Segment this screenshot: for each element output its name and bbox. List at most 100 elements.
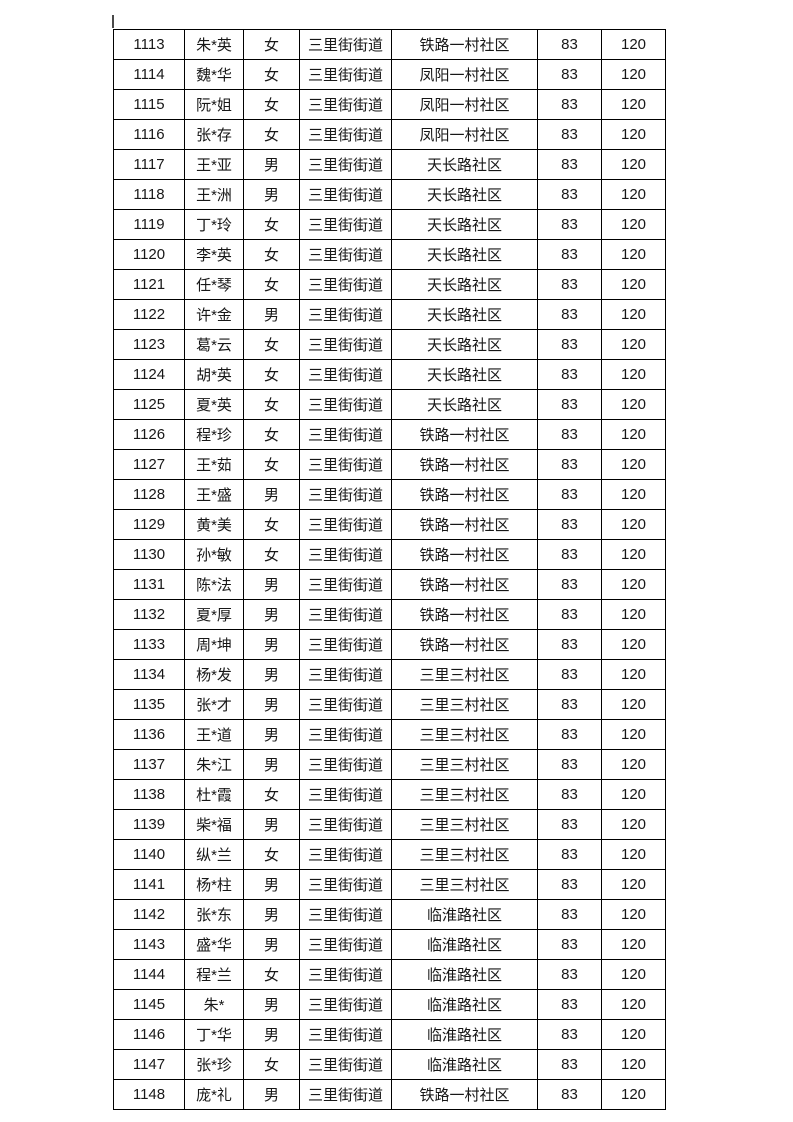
cell-street: 三里街街道: [299, 299, 392, 330]
cell-community: 临淮路社区: [391, 1019, 538, 1050]
cell-score: 83: [537, 689, 602, 720]
cell-street: 三里街街道: [299, 479, 392, 510]
cell-name: 丁*玲: [184, 209, 244, 240]
cell-community: 铁路一村社区: [391, 479, 538, 510]
cell-gender: 女: [243, 239, 300, 270]
table-row: 1141 杨*柱 男 三里街街道 三里三村社区 83 120: [113, 869, 666, 900]
cell-name: 杜*霞: [184, 779, 244, 810]
cell-id: 1123: [113, 329, 185, 360]
cell-amount: 120: [601, 299, 666, 330]
cell-community: 天长路社区: [391, 389, 538, 420]
cell-amount: 120: [601, 59, 666, 90]
cell-amount: 120: [601, 209, 666, 240]
cell-gender: 男: [243, 569, 300, 600]
table-row: 1122 许*金 男 三里街街道 天长路社区 83 120: [113, 299, 666, 330]
cell-score: 83: [537, 809, 602, 840]
cell-score: 83: [537, 59, 602, 90]
cell-name: 丁*华: [184, 1019, 244, 1050]
cell-amount: 120: [601, 959, 666, 990]
cell-id: 1133: [113, 629, 185, 660]
cell-name: 杨*发: [184, 659, 244, 690]
cell-gender: 男: [243, 689, 300, 720]
cell-amount: 120: [601, 1019, 666, 1050]
cell-community: 铁路一村社区: [391, 29, 538, 60]
table-row: 1147 张*珍 女 三里街街道 临淮路社区 83 120: [113, 1049, 666, 1080]
cell-name: 庞*礼: [184, 1079, 244, 1110]
cell-amount: 120: [601, 329, 666, 360]
cell-gender: 男: [243, 179, 300, 210]
cell-score: 83: [537, 539, 602, 570]
cell-amount: 120: [601, 449, 666, 480]
cell-community: 凤阳一村社区: [391, 59, 538, 90]
table-row: 1129 黄*美 女 三里街街道 铁路一村社区 83 120: [113, 509, 666, 540]
cell-id: 1134: [113, 659, 185, 690]
cell-score: 83: [537, 569, 602, 600]
cell-community: 临淮路社区: [391, 959, 538, 990]
table-row: 1127 王*茹 女 三里街街道 铁路一村社区 83 120: [113, 449, 666, 480]
cell-id: 1144: [113, 959, 185, 990]
cell-gender: 男: [243, 899, 300, 930]
cell-name: 盛*华: [184, 929, 244, 960]
table-row: 1118 王*洲 男 三里街街道 天长路社区 83 120: [113, 179, 666, 210]
table-row: 1142 张*东 男 三里街街道 临淮路社区 83 120: [113, 899, 666, 930]
cell-score: 83: [537, 929, 602, 960]
cell-street: 三里街街道: [299, 59, 392, 90]
cell-street: 三里街街道: [299, 269, 392, 300]
cell-name: 朱*英: [184, 29, 244, 60]
cell-community: 临淮路社区: [391, 929, 538, 960]
cell-street: 三里街街道: [299, 119, 392, 150]
cell-id: 1147: [113, 1049, 185, 1080]
cell-gender: 男: [243, 1019, 300, 1050]
cell-score: 83: [537, 599, 602, 630]
cell-street: 三里街街道: [299, 899, 392, 930]
cell-name: 王*亚: [184, 149, 244, 180]
cell-street: 三里街街道: [299, 1049, 392, 1080]
cell-gender: 女: [243, 1049, 300, 1080]
table-row: 1128 王*盛 男 三里街街道 铁路一村社区 83 120: [113, 479, 666, 510]
cell-community: 天长路社区: [391, 269, 538, 300]
table-row: 1119 丁*玲 女 三里街街道 天长路社区 83 120: [113, 209, 666, 240]
cell-name: 李*英: [184, 239, 244, 270]
cell-community: 天长路社区: [391, 149, 538, 180]
cell-name: 黄*美: [184, 509, 244, 540]
cell-score: 83: [537, 149, 602, 180]
cell-amount: 120: [601, 629, 666, 660]
cell-gender: 女: [243, 419, 300, 450]
roster-table: 1113 朱*英 女 三里街街道 铁路一村社区 83 120 1114 魏*华 …: [113, 29, 666, 1110]
cell-id: 1138: [113, 779, 185, 810]
cell-street: 三里街街道: [299, 209, 392, 240]
cell-amount: 120: [601, 749, 666, 780]
cell-id: 1132: [113, 599, 185, 630]
cell-street: 三里街街道: [299, 29, 392, 60]
cell-id: 1118: [113, 179, 185, 210]
cell-amount: 120: [601, 509, 666, 540]
cell-id: 1114: [113, 59, 185, 90]
cell-name: 程*珍: [184, 419, 244, 450]
cell-score: 83: [537, 359, 602, 390]
cell-street: 三里街街道: [299, 839, 392, 870]
cell-score: 83: [537, 179, 602, 210]
cell-name: 朱*: [184, 989, 244, 1020]
cell-id: 1124: [113, 359, 185, 390]
cell-score: 83: [537, 1079, 602, 1110]
table-row: 1123 葛*云 女 三里街街道 天长路社区 83 120: [113, 329, 666, 360]
cell-community: 三里三村社区: [391, 809, 538, 840]
cell-id: 1113: [113, 29, 185, 60]
table-row: 1140 纵*兰 女 三里街街道 三里三村社区 83 120: [113, 839, 666, 870]
cell-community: 天长路社区: [391, 209, 538, 240]
cell-name: 张*才: [184, 689, 244, 720]
cell-gender: 女: [243, 89, 300, 120]
cell-name: 周*坤: [184, 629, 244, 660]
cell-gender: 男: [243, 749, 300, 780]
cell-score: 83: [537, 119, 602, 150]
cell-gender: 女: [243, 119, 300, 150]
cell-amount: 120: [601, 179, 666, 210]
cell-id: 1130: [113, 539, 185, 570]
cell-community: 铁路一村社区: [391, 419, 538, 450]
table-row: 1117 王*亚 男 三里街街道 天长路社区 83 120: [113, 149, 666, 180]
cell-name: 王*洲: [184, 179, 244, 210]
cell-gender: 女: [243, 59, 300, 90]
cell-street: 三里街街道: [299, 389, 392, 420]
cell-community: 天长路社区: [391, 359, 538, 390]
cell-name: 杨*柱: [184, 869, 244, 900]
